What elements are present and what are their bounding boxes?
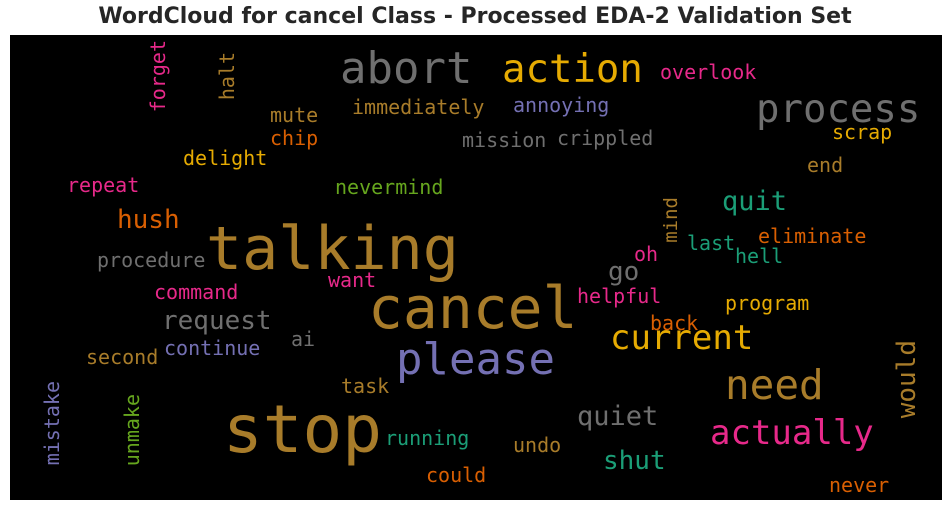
word-go: go bbox=[608, 257, 640, 287]
word-quiet: quiet bbox=[577, 401, 659, 432]
word-overlook: overlook bbox=[660, 60, 757, 84]
word-ai: ai bbox=[291, 327, 316, 351]
word-nevermind: nevermind bbox=[335, 175, 444, 199]
word-command: command bbox=[154, 280, 239, 304]
wordcloud-canvas: cancel stop talking please abort action proces… bbox=[10, 35, 942, 500]
word-scrap: scrap bbox=[832, 120, 893, 144]
word-need: need bbox=[725, 361, 824, 409]
word-action: action bbox=[502, 47, 643, 92]
word-repeat: repeat bbox=[67, 173, 140, 197]
word-process: process bbox=[756, 87, 921, 132]
word-forget: forget bbox=[146, 40, 170, 113]
word-shut: shut bbox=[603, 446, 666, 476]
word-helpful: helpful bbox=[577, 284, 662, 308]
word-continue: continue bbox=[164, 336, 261, 360]
word-undo: undo bbox=[513, 433, 562, 457]
word-cancel: cancel bbox=[368, 274, 578, 342]
word-never: never bbox=[829, 473, 890, 497]
word-want: want bbox=[328, 268, 377, 292]
word-could: could bbox=[426, 463, 487, 487]
word-mind: mind bbox=[660, 197, 682, 243]
word-task: task bbox=[341, 374, 390, 398]
word-crippled: crippled bbox=[557, 126, 654, 150]
word-chip: chip bbox=[270, 126, 319, 150]
word-request: request bbox=[162, 306, 272, 336]
word-hell: hell bbox=[735, 244, 784, 268]
word-talking: talking bbox=[206, 214, 459, 284]
word-delight: delight bbox=[183, 146, 268, 170]
word-hush: hush bbox=[117, 205, 180, 235]
word-back: back bbox=[650, 311, 699, 335]
word-program: program bbox=[725, 291, 810, 315]
word-unmake: unmake bbox=[120, 394, 144, 467]
word-end: end bbox=[807, 153, 844, 177]
word-abort: abort bbox=[340, 43, 473, 94]
word-last: last bbox=[687, 231, 736, 255]
word-please: please bbox=[396, 334, 555, 385]
word-running: running bbox=[385, 426, 470, 450]
word-procedure: procedure bbox=[97, 248, 206, 272]
word-quit: quit bbox=[722, 186, 788, 217]
word-mission: mission bbox=[462, 128, 547, 152]
word-second: second bbox=[86, 345, 159, 369]
word-immediately: immediately bbox=[352, 95, 485, 119]
word-mistake: mistake bbox=[40, 381, 64, 466]
word-halt: halt bbox=[215, 52, 239, 101]
word-would: would bbox=[892, 340, 922, 419]
word-stop: stop bbox=[223, 391, 382, 468]
word-mute: mute bbox=[270, 103, 319, 127]
word-annoying: annoying bbox=[513, 93, 610, 117]
word-oh: oh bbox=[634, 242, 659, 266]
word-actually: actually bbox=[710, 413, 874, 453]
word-current: current bbox=[610, 318, 754, 358]
word-eliminate: eliminate bbox=[758, 224, 867, 248]
chart-title: WordCloud for cancel Class - Processed E… bbox=[98, 4, 852, 29]
